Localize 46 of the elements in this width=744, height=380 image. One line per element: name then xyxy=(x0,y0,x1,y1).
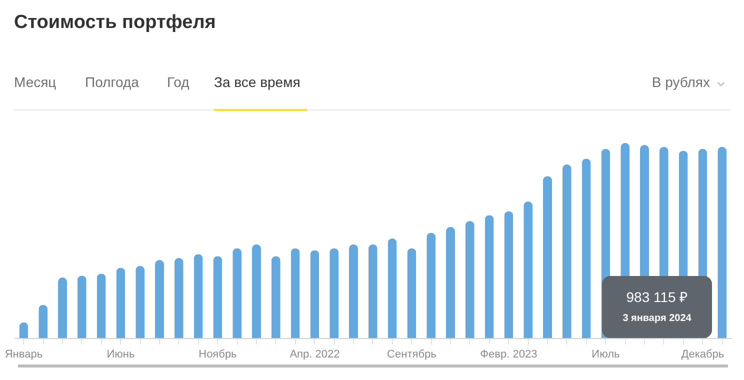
bar xyxy=(582,158,591,338)
bar xyxy=(368,244,378,338)
chart-title: Стоимость портфеля xyxy=(14,12,216,33)
bar xyxy=(562,164,572,338)
bar xyxy=(213,256,222,338)
x-tick-label: Январь xyxy=(4,348,43,360)
x-tick-label: Апр. 2022 xyxy=(290,348,340,360)
bar xyxy=(116,268,126,338)
bar xyxy=(194,254,203,338)
x-tick-label: Июнь xyxy=(106,348,135,360)
bar xyxy=(174,258,184,338)
bar xyxy=(38,304,48,338)
bar xyxy=(504,211,514,338)
bar xyxy=(310,250,320,338)
bar xyxy=(484,215,494,338)
bar xyxy=(58,278,67,338)
bar xyxy=(524,202,533,338)
bar xyxy=(718,146,727,338)
bar xyxy=(232,248,242,338)
x-tick-label: Февр. 2023 xyxy=(480,348,538,360)
bar xyxy=(77,276,86,338)
bar xyxy=(155,260,164,338)
text: Год xyxy=(167,74,190,90)
bar xyxy=(465,221,474,338)
bar xyxy=(388,238,397,338)
bar xyxy=(96,274,106,338)
text: В рублях xyxy=(652,74,710,90)
annotation: 3 января 2024 xyxy=(622,313,692,324)
bar xyxy=(252,244,261,338)
bar xyxy=(271,256,280,338)
text: За все время xyxy=(214,74,300,90)
annotation: 983 115 ₽ xyxy=(626,289,688,305)
x-tick-label: Декабрь xyxy=(681,348,724,360)
bar xyxy=(349,244,358,338)
text: Месяц xyxy=(14,74,56,90)
bar xyxy=(290,248,300,338)
bar xyxy=(543,176,552,338)
bar xyxy=(426,232,436,338)
x-tick-label: Сентябрь xyxy=(387,348,437,360)
bar xyxy=(446,226,455,338)
x-tick-label: Ноябрь xyxy=(198,348,238,360)
bar xyxy=(407,248,416,338)
bar xyxy=(330,248,339,338)
bar xyxy=(136,266,145,338)
x-tick-label: Июль xyxy=(592,348,620,360)
text: Полгода xyxy=(85,74,140,90)
